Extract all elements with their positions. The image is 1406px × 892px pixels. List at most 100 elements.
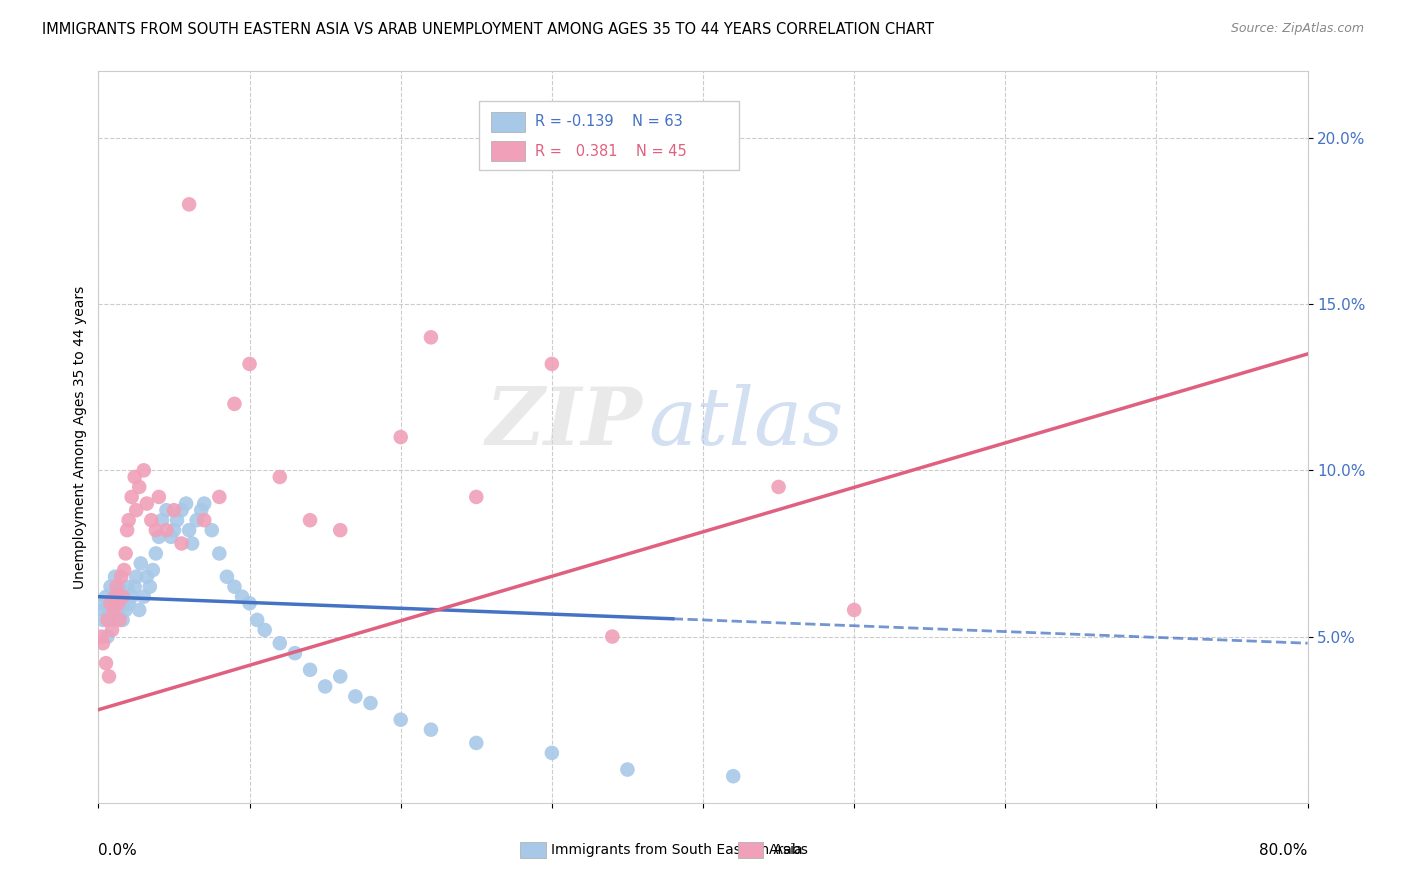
Point <box>540 357 562 371</box>
Point <box>112 590 135 604</box>
Point <box>114 603 136 617</box>
Point <box>145 546 167 560</box>
Point <box>465 736 488 750</box>
Point <box>420 723 443 737</box>
Point <box>90 630 112 644</box>
Text: R = -0.139    N = 63: R = -0.139 N = 63 <box>534 114 683 129</box>
Point <box>104 570 127 584</box>
Text: R =   0.381    N = 45: R = 0.381 N = 45 <box>534 144 686 159</box>
Point <box>125 503 148 517</box>
Point <box>121 490 143 504</box>
Point <box>190 503 212 517</box>
Point <box>179 523 201 537</box>
Point <box>616 763 638 777</box>
Point <box>107 603 129 617</box>
Point <box>155 503 177 517</box>
Point <box>360 696 382 710</box>
Point <box>269 636 291 650</box>
Point <box>96 613 118 627</box>
Point <box>125 570 148 584</box>
Point <box>94 656 117 670</box>
Point <box>465 490 488 504</box>
Point <box>104 590 127 604</box>
Point <box>108 613 131 627</box>
Point <box>160 530 183 544</box>
Point <box>121 590 143 604</box>
Point <box>91 636 114 650</box>
Point <box>142 563 165 577</box>
Point <box>135 570 157 584</box>
Point <box>118 513 141 527</box>
Point <box>314 680 336 694</box>
Point <box>155 523 177 537</box>
Point <box>253 623 276 637</box>
Point <box>148 530 170 544</box>
Point <box>344 690 367 704</box>
Point <box>186 513 208 527</box>
Point <box>170 536 193 550</box>
Point <box>141 513 163 527</box>
Point <box>128 480 150 494</box>
Point <box>105 580 128 594</box>
Point <box>129 557 152 571</box>
Point <box>540 746 562 760</box>
Point <box>107 596 129 610</box>
Point <box>101 623 124 637</box>
Point <box>163 503 186 517</box>
Point <box>201 523 224 537</box>
Text: 80.0%: 80.0% <box>1260 843 1308 858</box>
Point <box>723 769 745 783</box>
Point <box>602 630 624 644</box>
Bar <box>492 112 526 132</box>
Point <box>101 596 124 610</box>
Point <box>103 613 125 627</box>
Point <box>166 513 188 527</box>
Point <box>148 490 170 504</box>
Point <box>269 470 291 484</box>
Point <box>145 523 167 537</box>
Point <box>105 590 128 604</box>
Point <box>114 546 136 560</box>
Point <box>239 596 262 610</box>
Text: Source: ZipAtlas.com: Source: ZipAtlas.com <box>1230 22 1364 36</box>
Point <box>91 613 114 627</box>
Point <box>170 503 193 517</box>
Point <box>239 357 262 371</box>
Point <box>215 570 238 584</box>
Point <box>110 570 132 584</box>
Point <box>128 603 150 617</box>
Text: atlas: atlas <box>648 384 844 461</box>
Point <box>150 513 173 527</box>
Point <box>246 613 269 627</box>
Point <box>193 513 215 527</box>
Point <box>208 490 231 504</box>
Point <box>193 497 215 511</box>
Point <box>389 713 412 727</box>
Point <box>135 497 157 511</box>
Text: ZIP: ZIP <box>485 384 643 461</box>
Point <box>132 463 155 477</box>
Point <box>96 630 118 644</box>
Point <box>174 497 197 511</box>
Text: IMMIGRANTS FROM SOUTH EASTERN ASIA VS ARAB UNEMPLOYMENT AMONG AGES 35 TO 44 YEAR: IMMIGRANTS FROM SOUTH EASTERN ASIA VS AR… <box>42 22 934 37</box>
Point <box>329 523 352 537</box>
Point <box>115 523 138 537</box>
Point <box>115 580 138 594</box>
Point <box>208 546 231 560</box>
Point <box>111 590 134 604</box>
Point <box>163 523 186 537</box>
Point <box>98 603 121 617</box>
Text: Arabs: Arabs <box>769 843 808 857</box>
Point <box>179 197 201 211</box>
Point <box>844 603 866 617</box>
Point <box>231 590 253 604</box>
Point <box>108 580 131 594</box>
Point <box>224 397 246 411</box>
Point <box>299 663 322 677</box>
Bar <box>492 141 526 161</box>
Point <box>103 603 125 617</box>
Point <box>181 536 204 550</box>
Point <box>110 596 132 610</box>
Point <box>124 470 146 484</box>
Point <box>100 580 122 594</box>
